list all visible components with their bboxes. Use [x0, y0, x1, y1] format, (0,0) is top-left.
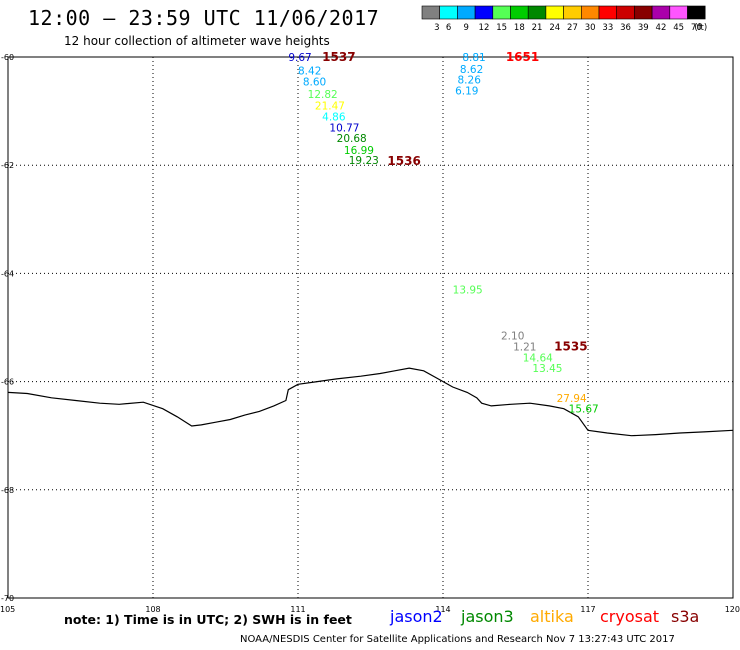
credit-footer: NOAA/NESDIS Center for Satellite Applica… [240, 634, 675, 645]
lat-tick-label: -66 [1, 378, 14, 387]
lat-tick-label: -70 [1, 594, 14, 603]
wave-height-label: 6.19 [455, 86, 478, 98]
legend-swatch [598, 5, 618, 20]
map-frame [7, 56, 734, 599]
satellite-altika: altika [530, 607, 574, 626]
lon-tick-label: 108 [145, 605, 160, 614]
legend-label: 24 [549, 23, 560, 33]
lat-tick-label: -68 [1, 486, 14, 495]
coastline [7, 367, 734, 437]
wave-height-label: 21.47 [315, 101, 345, 113]
wave-height-label: 2.10 [501, 331, 524, 343]
legend-label: 33 [602, 23, 613, 33]
legend-label: 6 [446, 23, 451, 33]
legend-label: 45 [673, 23, 684, 33]
page-title: 12:00 – 23:59 UTC 11/06/2017 [28, 6, 380, 30]
legend-swatch [527, 5, 547, 20]
wave-height-label: 8.60 [303, 76, 326, 88]
wave-height-label: 27.94 [557, 393, 587, 405]
observation-labels: 9.67 15378.428.6012.8221.474.8610.7720.68… [288, 50, 598, 416]
lat-tick-label: -64 [1, 269, 14, 278]
wave-height-label: 4.86 [322, 112, 346, 124]
wave-height-label: 8.26 [458, 75, 482, 87]
wave-height-label: 10.77 [329, 122, 359, 134]
wave-height-label: 1.21 [513, 341, 536, 353]
legend-unit: (ft) [694, 23, 707, 33]
legend-label: 18 [514, 23, 525, 33]
satellite-s3a: s3a [671, 607, 700, 626]
legend-label: 15 [496, 23, 507, 33]
legend-swatch [474, 5, 494, 20]
legend-label: 30 [585, 23, 596, 33]
lat-tick-label: -62 [1, 161, 14, 170]
axis-labels: -60 -62 -64 -66 -68 -70 105 108 111 114 117 120 [0, 53, 740, 614]
legend-swatch [669, 5, 688, 20]
legend-label: 70 [691, 23, 702, 33]
pass-time-label: 1651 [506, 50, 539, 64]
legend-swatch [580, 5, 600, 20]
satellite-cryosat: cryosat [600, 607, 660, 626]
wave-height-label: 19.23 [349, 155, 379, 167]
map-grid [7, 56, 734, 599]
legend-swatch [492, 5, 511, 20]
lon-tick-label: 114 [435, 605, 450, 614]
legend-swatch [651, 5, 671, 20]
lon-tick-label: 105 [0, 605, 15, 614]
pass-time-label: 1537 [322, 50, 355, 64]
legend-label: 12 [479, 23, 490, 33]
wave-height-label: 8.62 [460, 64, 483, 76]
lat-tick-label: -60 [1, 53, 14, 62]
legend-swatch [510, 5, 529, 20]
legend-swatch [457, 5, 476, 20]
lon-tick-label: 120 [725, 605, 740, 614]
legend-label: 27 [567, 23, 578, 33]
units-note: note: 1) Time is in UTC; 2) SWH is in fe… [64, 612, 352, 627]
legend-label: 39 [638, 23, 649, 33]
legend-swatch [634, 5, 653, 20]
wave-height-label: 16.99 [344, 145, 374, 157]
wave-height-label: 20.68 [337, 133, 367, 145]
wave-height-label: 15.67 [569, 404, 599, 416]
wave-height-label: 8.81 [462, 52, 485, 64]
wave-height-label: 13.45 [532, 363, 562, 375]
legend-label: 21 [532, 23, 543, 33]
wave-height-label: 9.67 [288, 52, 311, 64]
legend-swatch [616, 5, 635, 20]
lon-tick-label: 111 [290, 605, 305, 614]
legend-swatch [687, 5, 706, 20]
wave-height-label: 14.64 [523, 352, 553, 364]
page-subtitle: 12 hour collection of altimeter wave hei… [64, 34, 330, 48]
wave-height-label: 13.95 [453, 285, 483, 297]
satellite-jason3: jason3 [461, 607, 514, 626]
satellite-jason2: jason2 [390, 607, 443, 626]
lon-tick-label: 117 [580, 605, 595, 614]
legend-label: 9 [464, 23, 469, 33]
wave-height-label: 8.42 [298, 66, 321, 78]
pass-time-label: 1536 [387, 154, 420, 168]
legend-swatch [563, 5, 582, 20]
pass-time-label: 1535 [554, 339, 587, 353]
legend-swatch [545, 5, 564, 20]
wave-height-label: 12.82 [308, 89, 338, 101]
color-legend: 3 6 9 12 15 18 21 24 27 30 33 36 39 42 45 70(ft) [421, 5, 707, 33]
legend-swatch [421, 5, 441, 20]
legend-label: 3 [434, 23, 439, 33]
legend-label: 42 [656, 23, 667, 33]
legend-swatch [439, 5, 458, 20]
legend-label: 36 [620, 23, 631, 33]
coastline-path [7, 367, 734, 437]
